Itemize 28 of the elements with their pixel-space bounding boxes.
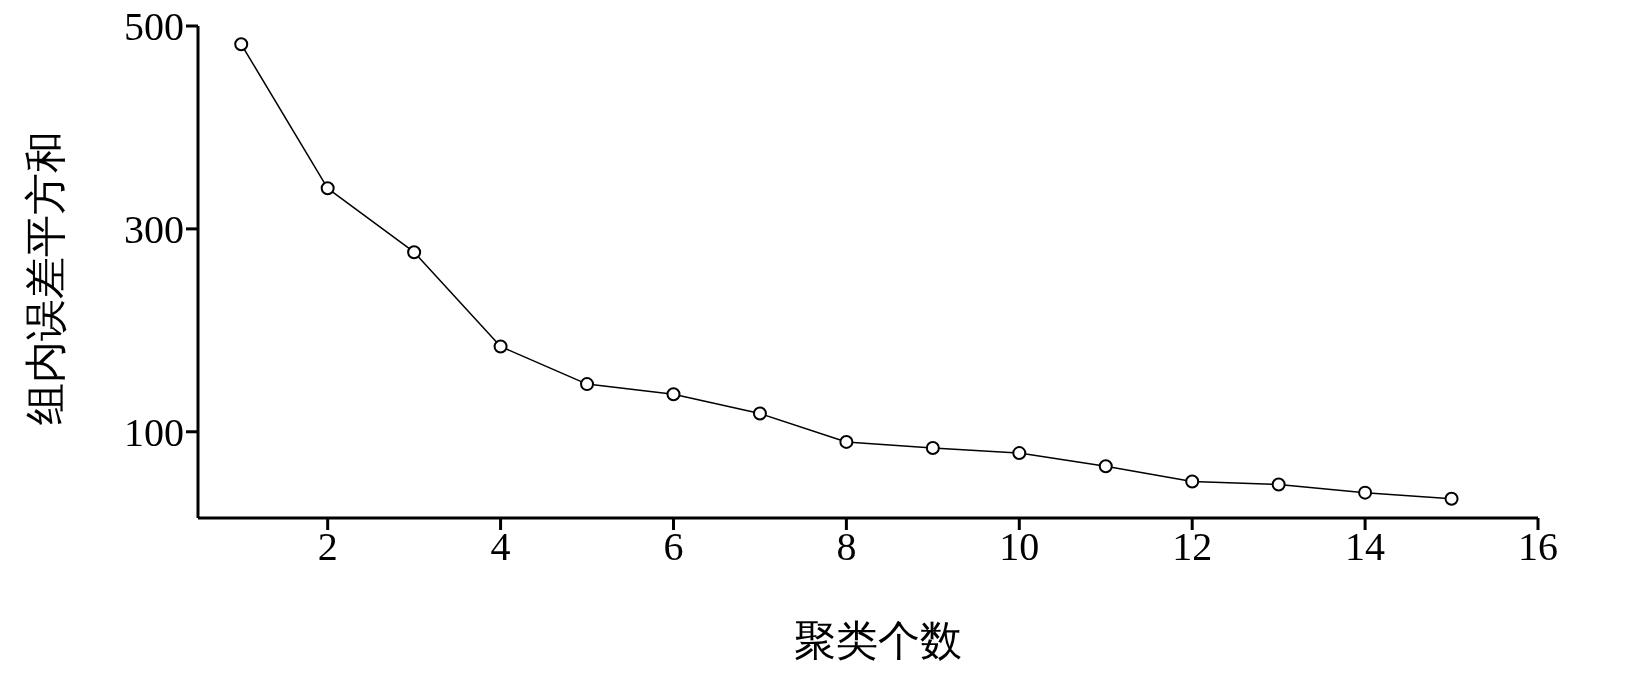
x-tick-label: 2: [317, 524, 338, 570]
point: [1098, 459, 1113, 474]
x-tick-label: 4: [490, 524, 511, 570]
x-tick-label: 16: [1518, 524, 1558, 570]
point: [1358, 485, 1373, 500]
point: [925, 441, 940, 455]
point: [493, 339, 508, 354]
y-axis-title: 组内误差平方和: [21, 131, 70, 425]
point: [1444, 491, 1459, 506]
x-tick-label: 12: [1172, 524, 1213, 570]
point: [1012, 446, 1027, 461]
y-tick-label: 100: [124, 409, 184, 455]
point: [666, 387, 681, 402]
x-axis-title: 聚类个数: [794, 617, 962, 666]
point: [234, 37, 249, 52]
point: [580, 377, 595, 392]
y-tick-label: 500: [124, 4, 184, 50]
point: [1185, 474, 1200, 489]
point: [839, 434, 854, 449]
y-tick-label: 300: [124, 207, 184, 253]
point: [407, 245, 422, 260]
point: [1271, 477, 1286, 492]
point: [752, 406, 767, 421]
point: [320, 181, 335, 196]
x-tick-label: 8: [836, 524, 857, 570]
x-tick-label: 14: [1345, 524, 1386, 570]
x-tick-label: 6: [663, 524, 684, 570]
x-tick-label: 10: [999, 524, 1040, 570]
